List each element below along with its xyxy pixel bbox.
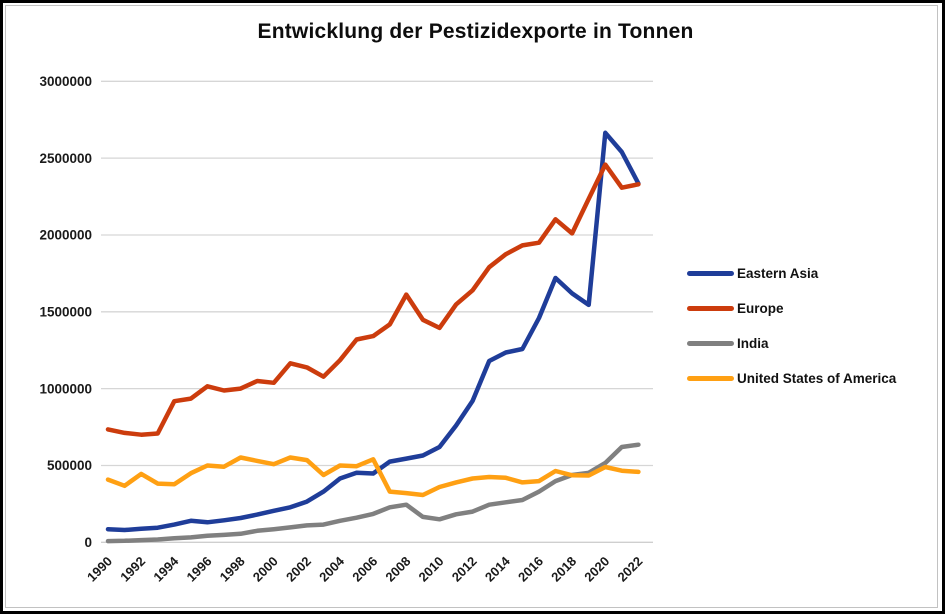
y-tick-label: 0 [84, 535, 92, 550]
x-tick-label: 1994 [150, 553, 182, 585]
chart-title: Entwicklung der Pestizidexporte in Tonne… [257, 20, 694, 43]
legend: Eastern Asia Europe India United States of … [687, 265, 897, 386]
x-tick-label: 2018 [548, 554, 579, 585]
y-tick-label: 3000000 [39, 74, 92, 89]
x-tick-label: 1996 [184, 554, 215, 585]
legend-label: Eastern Asia [737, 265, 819, 281]
legend-label: Europe [737, 300, 784, 316]
series-line-eastern-asia [105, 130, 641, 533]
x-tick-label: 2008 [382, 554, 413, 585]
x-tick-label: 2016 [515, 554, 546, 585]
legend-item-europe: Europe [687, 300, 896, 316]
x-tick-label: 2002 [283, 554, 314, 585]
x-tick-label: 1992 [117, 554, 148, 585]
y-tick-label: 2000000 [39, 228, 92, 243]
plot-area: 0 500000 1000000 1500000 2000000 2500000 30000… [39, 74, 653, 585]
series-line-india [105, 442, 641, 544]
legend-swatch-icon [687, 375, 734, 381]
x-tick-label: 2010 [416, 554, 447, 585]
x-tick-label: 2020 [581, 554, 612, 585]
x-tick-label: 1998 [217, 554, 248, 585]
x-tick-label: 2012 [449, 554, 480, 585]
legend-swatch-icon [687, 270, 734, 276]
x-axis-labels: 1990 1992 1994 1996 1998 2000 2002 2004 2006 2008… [84, 553, 645, 585]
x-tick-label: 2004 [316, 553, 348, 585]
y-axis-labels: 0 500000 1000000 1500000 2000000 2500000 30000… [39, 74, 92, 550]
y-tick-label: 1000000 [39, 381, 92, 396]
y-tick-label: 500000 [47, 458, 92, 473]
legend-label: United States of America [737, 370, 897, 386]
legend-swatch-icon [687, 305, 734, 311]
legend-item-eastern-asia: Eastern Asia [687, 265, 896, 281]
y-tick-label: 2500000 [39, 151, 92, 166]
x-tick-label: 2022 [614, 554, 645, 585]
legend-item-india: India [687, 335, 896, 351]
legend-item-united-states-of-america: United States of America [687, 370, 897, 386]
x-tick-label: 2000 [250, 554, 281, 585]
x-tick-label: 2014 [482, 553, 514, 585]
y-tick-label: 1500000 [39, 305, 92, 320]
series-lines [105, 130, 641, 544]
series-line-europe [105, 162, 641, 437]
legend-swatch-icon [687, 340, 734, 346]
x-tick-label: 1990 [84, 554, 115, 585]
x-tick-label: 2006 [349, 554, 380, 585]
series-line-united-states-of-america [105, 455, 641, 498]
legend-label: India [737, 335, 769, 351]
